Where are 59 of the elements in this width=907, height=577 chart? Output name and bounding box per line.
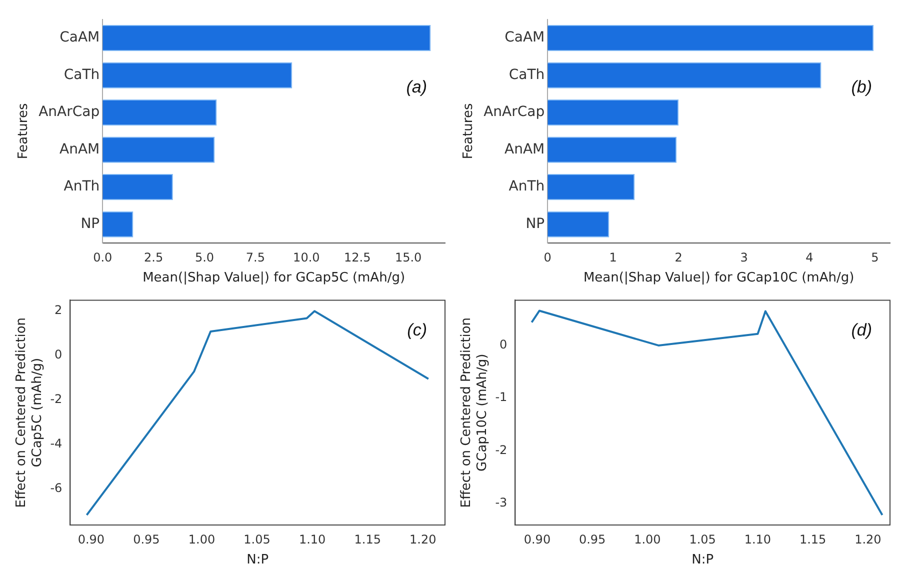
x-tick-label: 15.0 (394, 250, 422, 264)
y-tick-label: CaAM (60, 30, 100, 46)
x-tick-label: 1.00 (188, 532, 216, 546)
x-tick-label: 5 (871, 250, 879, 264)
y-tick-label: 2 (54, 303, 62, 318)
x-tick-label: 0.0 (93, 250, 112, 264)
x-tick-label: 1 (609, 250, 617, 264)
x-axis-title: Mean(|Shap Value|) for GCap10C (mAh/g) (583, 270, 854, 286)
x-tick-label: 1.20 (410, 532, 436, 546)
y-tick-label: CaAM (504, 30, 545, 46)
y-tick-label: AnTh (64, 178, 100, 195)
x-tick-label: 0.95 (133, 532, 160, 546)
x-tick-label: 4 (806, 250, 814, 264)
y-tick-label: -1 (495, 390, 508, 404)
y-tick-label: -4 (50, 436, 62, 451)
x-tick-label: 5.0 (194, 250, 214, 264)
annotation: (c) (407, 320, 427, 340)
annotation: (b) (851, 78, 872, 97)
y-axis-title: Features (461, 103, 476, 160)
x-tick-label: 1.10 (744, 532, 772, 546)
y-tick-label: NP (526, 216, 545, 232)
x-tick-label: 0.95 (578, 532, 606, 546)
annotation: (d) (851, 320, 872, 340)
x-tick-label: 1.05 (244, 532, 270, 546)
x-tick-label: 1.00 (634, 532, 661, 546)
y-axis-title: Effect on Centered Prediction GCap5C (mAh/g) (14, 317, 45, 508)
x-tick-label: 0.90 (524, 532, 551, 546)
y-tick-label: AnTh (508, 178, 545, 195)
y-tick-label: AnAM (504, 141, 545, 158)
x-axis-title: N:P (692, 552, 714, 568)
y-tick-label: CaTh (508, 66, 545, 83)
x-tick-label: 3 (740, 250, 748, 264)
y-axis-title: Effect on Centered Prediction GCap10C (mAh/g) (459, 317, 490, 508)
x-tick-label: 2.5 (144, 250, 164, 264)
annotation: (a) (406, 78, 427, 97)
x-tick-label: 0.90 (78, 532, 105, 546)
x-tick-label: 1.15 (354, 532, 381, 546)
y-tick-label: -6 (50, 481, 62, 496)
y-tick-label: -3 (495, 496, 508, 510)
x-tick-label: 7.5 (246, 250, 266, 264)
y-tick-label: AnAM (60, 141, 100, 158)
x-tick-label: 1.15 (799, 532, 826, 546)
x-axis-title: Mean(|Shap Value|) for GCap5C (mAh/g) (142, 270, 406, 286)
y-tick-label: AnArCap (484, 104, 545, 120)
y-tick-label: -2 (495, 442, 508, 457)
x-tick-label: 1.05 (689, 532, 716, 546)
x-tick-label: 2 (674, 250, 682, 264)
y-axis-title: Features (16, 103, 32, 160)
x-tick-label: 1.20 (854, 532, 882, 546)
x-tick-label: 10.0 (293, 250, 320, 264)
y-tick-label: 0 (54, 348, 62, 362)
x-tick-label: 1.10 (298, 532, 326, 546)
y-tick-label: NP (80, 216, 100, 232)
x-axis-title: N:P (246, 552, 269, 568)
y-tick-label: CaTh (64, 66, 100, 83)
x-tick-label: 12.5 (344, 250, 371, 264)
y-tick-label: 0 (500, 338, 508, 352)
y-tick-label: -2 (50, 392, 62, 406)
y-tick-label: AnArCap (38, 104, 100, 120)
